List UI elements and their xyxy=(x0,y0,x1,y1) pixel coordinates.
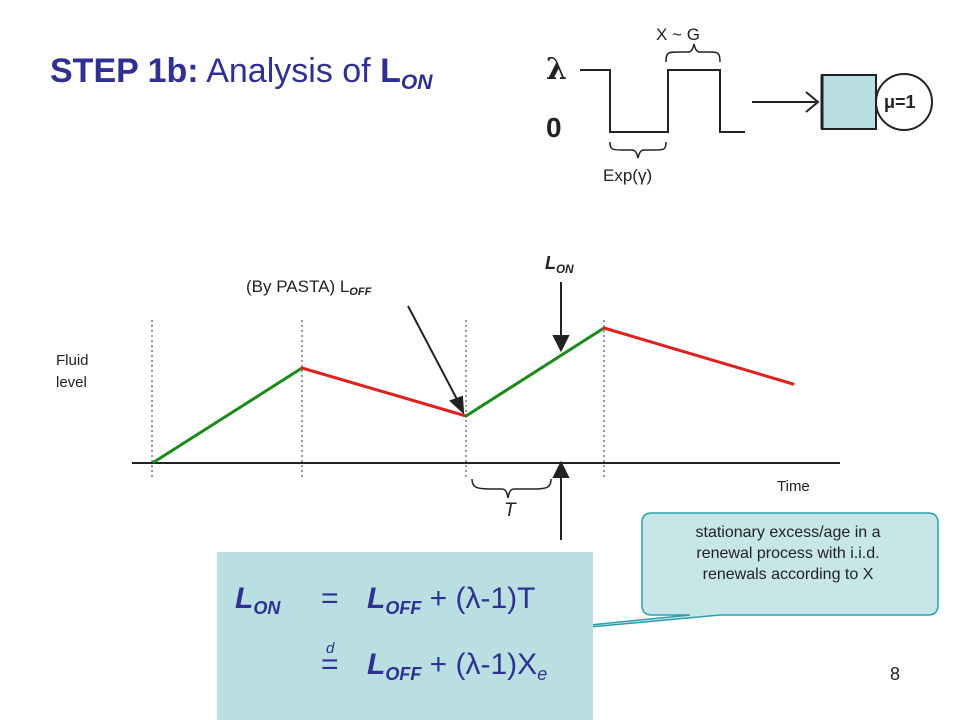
pasta-arrow xyxy=(407,305,465,415)
source-waveform xyxy=(580,69,745,133)
queue-arrow xyxy=(752,91,820,113)
pasta-label: (By PASTA) LOFF xyxy=(246,277,372,299)
title-text: Analysis of xyxy=(206,52,371,90)
lon-label: LON xyxy=(545,253,574,276)
exp-dist-label: Exp(γ) xyxy=(603,166,653,185)
t-brace xyxy=(471,478,552,499)
fluid-level-path xyxy=(152,326,795,464)
formula-row-1: LON xyxy=(235,582,281,619)
title-var: LON xyxy=(380,52,433,95)
page-title: STEP 1b: Analysis of LON xyxy=(50,52,433,95)
x-brace xyxy=(665,43,721,63)
formula-eq-2: = xyxy=(321,648,339,681)
x-axis-label: Time xyxy=(777,478,810,495)
lambda-label: λ xyxy=(546,52,568,87)
x-dist-label: X ~ G xyxy=(656,25,700,44)
zero-label: 0 xyxy=(546,112,562,143)
y-axis-label: Fluid level xyxy=(56,352,89,391)
formula-d-label: d xyxy=(326,640,335,657)
server-circle xyxy=(875,73,933,131)
lon-arrow xyxy=(552,282,570,353)
queue-box xyxy=(821,74,877,130)
formula-box: LON = LOFF + (λ-1)T d = LOFF + (λ-1)Xe xyxy=(217,552,593,720)
formula-eq-1: = xyxy=(321,582,339,615)
mu-label: μ=1 xyxy=(884,92,916,112)
title-step: STEP 1b: xyxy=(50,52,199,90)
formula-rhs-1: LOFF + (λ-1)T xyxy=(367,582,536,619)
up-arrow xyxy=(552,460,570,540)
formula-rhs-2: LOFF + (λ-1)Xe xyxy=(367,648,548,685)
graph-guides xyxy=(151,320,605,480)
callout-text: stationary excess/age in a renewal proce… xyxy=(695,524,881,583)
page-number: 8 xyxy=(890,664,901,684)
exp-brace xyxy=(609,141,667,159)
t-label: T xyxy=(504,500,516,521)
